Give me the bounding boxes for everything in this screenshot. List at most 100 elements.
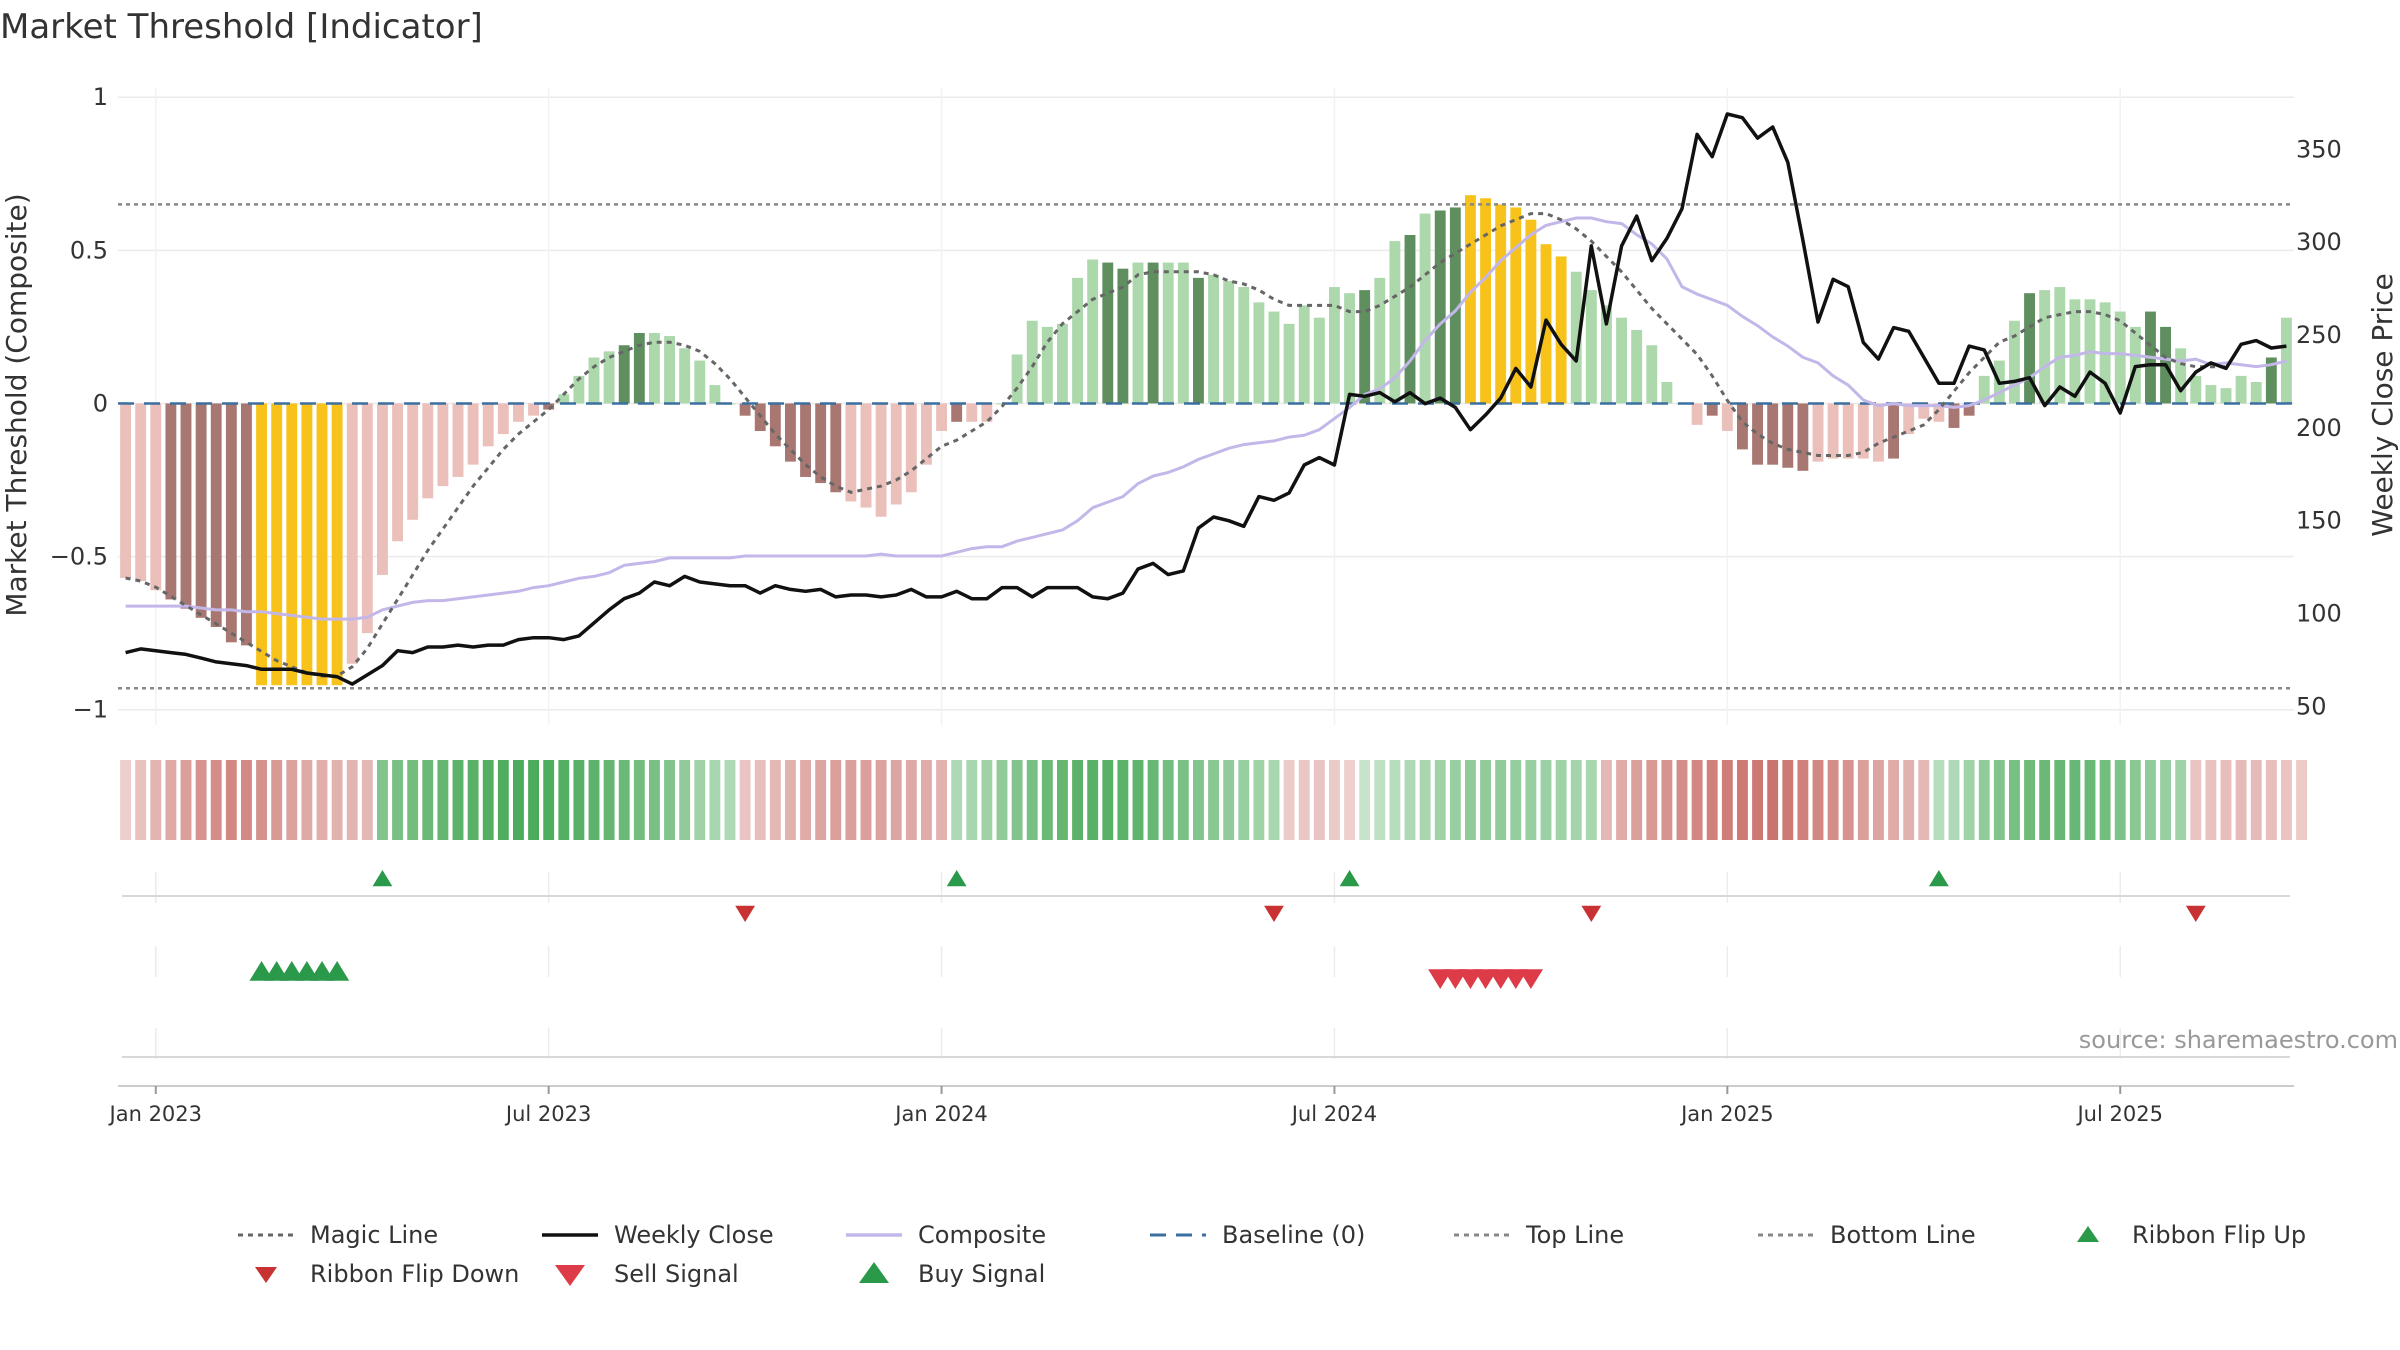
composite-bar: [1057, 323, 1068, 404]
ribbon-cell: [271, 760, 283, 840]
composite-bar: [2114, 311, 2126, 404]
ribbon-cell: [1072, 760, 1083, 840]
y-tick-left: −1: [73, 696, 108, 724]
composite-bar: [1344, 293, 1355, 404]
y-tick-right: 300: [2296, 228, 2342, 256]
ribbon-cell: [2129, 760, 2141, 840]
ribbon-cell: [331, 760, 343, 840]
ribbon-cell: [1449, 760, 1461, 840]
ribbon-cell: [482, 760, 494, 840]
composite-bar: [1752, 403, 1763, 465]
composite-bar: [1812, 403, 1824, 462]
ribbon-cell: [966, 760, 978, 840]
composite-bar: [1873, 403, 1884, 462]
x-tick-label: Jul 2023: [504, 1102, 591, 1126]
ribbon-cell: [2190, 760, 2202, 840]
composite-bar: [1404, 235, 1416, 404]
legend-label: Composite: [918, 1221, 1046, 1249]
composite-bar: [769, 403, 781, 447]
composite-bar: [513, 403, 524, 422]
y-tick-right: 200: [2296, 414, 2342, 442]
composite-bar: [1223, 280, 1235, 404]
composite-bar: [1721, 403, 1733, 431]
composite-bar: [422, 403, 434, 499]
composite-bar: [1132, 262, 1144, 404]
composite-bar: [1208, 274, 1219, 404]
composite-bars: [120, 195, 2292, 686]
x-tick-label: Jul 2024: [1290, 1102, 1377, 1126]
ribbon-cell: [1737, 760, 1748, 840]
lines: [118, 112, 2294, 690]
composite-bar: [905, 403, 917, 493]
composite-bar: [618, 345, 630, 404]
ribbon-cell: [1313, 760, 1325, 840]
ribbon-cell: [2024, 760, 2035, 840]
ribbon-cell: [1132, 760, 1144, 840]
composite-bar: [1465, 195, 1476, 404]
weekly-close-line: [125, 112, 2287, 686]
composite-bar: [1555, 256, 1567, 404]
ribbon-cell: [2265, 760, 2277, 840]
composite-bar: [1359, 290, 1371, 404]
composite-bar: [679, 348, 691, 404]
ribbon-cell: [1812, 760, 1824, 840]
ribbon-cell: [1857, 760, 1869, 840]
composite-bar: [135, 403, 147, 582]
composite-bar: [1087, 259, 1099, 404]
composite-bar: [1253, 302, 1265, 404]
ribbon-cell: [860, 760, 872, 840]
ribbon-cell: [1344, 760, 1355, 840]
composite-bar: [2205, 385, 2217, 404]
ribbon-cell: [981, 760, 993, 840]
composite-bar: [301, 403, 313, 686]
composite-line: [125, 216, 2287, 621]
ribbon-cell: [1721, 760, 1733, 840]
ribbon-cell: [1827, 760, 1839, 840]
legend-label: Weekly Close: [614, 1221, 774, 1249]
composite-bar: [467, 403, 479, 465]
composite-bar: [664, 336, 675, 404]
composite-bar: [1313, 317, 1325, 404]
ribbon-flip-down-marker: [1264, 905, 1284, 922]
ribbon-cell: [513, 760, 524, 840]
ribbon-cell: [1102, 760, 1114, 840]
signal-markers: [122, 870, 2290, 1059]
y-tick-right: 350: [2296, 135, 2342, 163]
legend-label: Top Line: [1525, 1221, 1624, 1249]
ribbon: [120, 760, 2307, 840]
composite-bar: [1495, 204, 1507, 404]
ribbon-cell: [633, 760, 645, 840]
composite-bar: [437, 403, 449, 487]
ribbon-cell: [1903, 760, 1915, 840]
ribbon-cell: [1978, 760, 1990, 840]
composite-bar: [845, 403, 857, 502]
ribbon-cell: [1087, 760, 1099, 840]
ribbon-cell: [346, 760, 358, 840]
composite-bar: [1782, 403, 1794, 468]
ribbon-cell: [649, 760, 660, 840]
composite-bar: [2190, 375, 2202, 404]
ribbon-cell: [422, 760, 434, 840]
ribbon-cell: [1177, 760, 1189, 840]
ribbon-cell: [830, 760, 842, 840]
composite-bar: [890, 403, 902, 505]
composite-bar: [1963, 403, 1975, 416]
composite-bar: [573, 375, 585, 404]
ribbon-cell: [241, 760, 252, 840]
x-axis: Jan 2023 Jul 2023 Jan 2024 Jul 2024 Jan 2025…: [108, 1085, 2294, 1126]
ribbon-flip-up-marker: [946, 870, 967, 887]
ribbon-cell: [1570, 760, 1582, 840]
ribbon-cell: [1465, 760, 1476, 840]
ribbon-cell: [1329, 760, 1340, 840]
composite-bar: [180, 403, 192, 609]
composite-bar: [210, 403, 222, 627]
ribbon-cell: [1480, 760, 1491, 840]
composite-bar: [1374, 277, 1386, 404]
ribbon-cell: [1057, 760, 1068, 840]
legend-label: Ribbon Flip Down: [310, 1260, 519, 1288]
ribbon-cell: [890, 760, 902, 840]
sell-signal-marker: [1518, 969, 1543, 989]
composite-bar: [1434, 210, 1446, 404]
composite-bar: [528, 403, 539, 416]
composite-bar: [875, 403, 887, 517]
